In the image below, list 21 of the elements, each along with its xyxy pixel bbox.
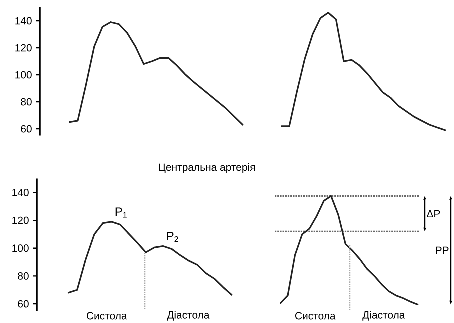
y-tick-label: 80 <box>18 272 29 280</box>
y-tick-label: 100 <box>16 71 32 79</box>
text: Систола <box>296 312 336 320</box>
y-tick-label: 80 <box>21 98 32 106</box>
line-series <box>68 22 244 126</box>
y-tick-label: 140 <box>16 17 32 25</box>
y-tick-label: 140 <box>12 189 29 196</box>
text: Діастола <box>362 311 406 321</box>
y-tick-label: 100 <box>12 244 29 252</box>
text: Діастола <box>167 311 210 321</box>
y-tick-label: 120 <box>16 44 32 52</box>
line-series <box>68 221 233 296</box>
text: Систола <box>87 312 128 320</box>
y-tick-label: 120 <box>12 216 29 224</box>
text: PP <box>436 246 449 254</box>
chart-title: Центральна артерія <box>159 163 256 174</box>
text: ΔP <box>427 210 440 218</box>
y-tick-label: 60 <box>21 125 32 133</box>
annotation: P$_{1}$ <box>116 208 127 218</box>
y-tick-label: 60 <box>18 300 29 308</box>
annotation: P$_{2}$ <box>167 232 178 242</box>
